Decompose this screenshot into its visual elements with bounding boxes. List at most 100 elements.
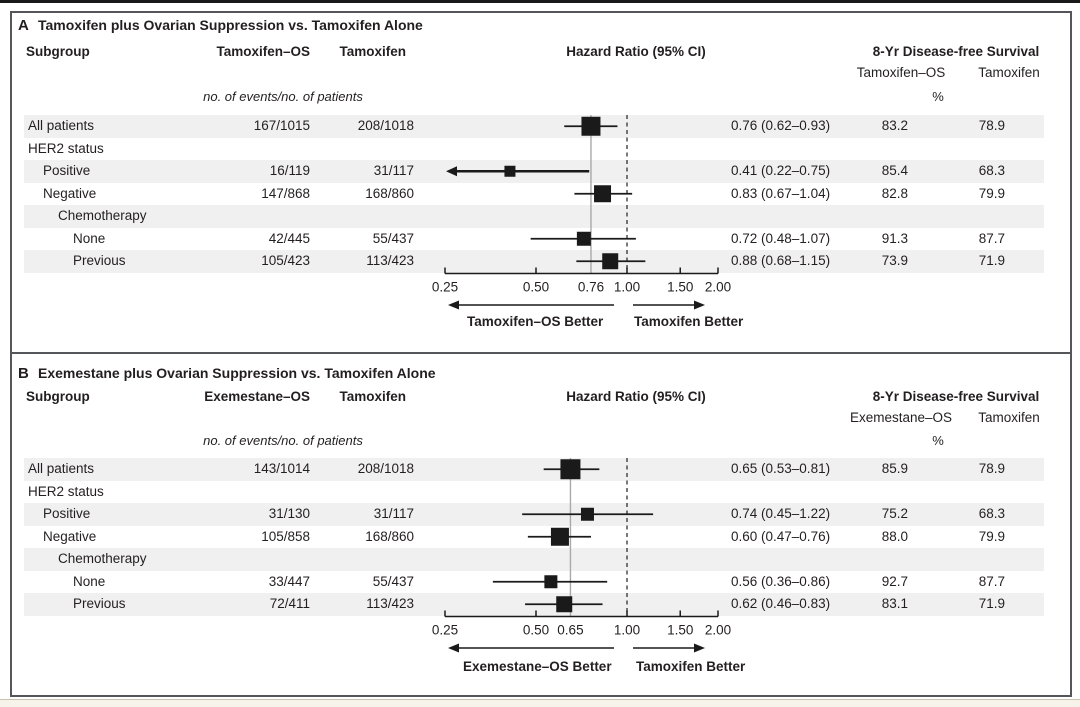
events-control: 31/117 [373,506,414,521]
tick-label: 0.25 [432,623,458,638]
hr-ci-text: 0.88 (0.68–1.15) [731,253,831,268]
hr-ci-text: 0.74 (0.45–1.22) [731,506,831,521]
subgroup-label: None [73,573,106,589]
panel-b-title-row: B Exemestane plus Ovarian Suppression vs… [0,365,1080,383]
col-header-subgroup: Subgroup [26,44,90,59]
survival-control: 71.9 [978,596,1005,611]
subgroup-label: HER2 status [28,140,104,156]
right-arrowhead [694,300,705,310]
panel-letter: B [18,365,29,382]
right-arrowhead [694,643,705,653]
hr-marker [594,185,612,203]
events-treatment: 33/447 [268,573,310,589]
panel-title: Tamoxifen plus Ovarian Suppression vs. T… [38,17,423,33]
forest-row: Negative 105/858 168/860 0.60 (0.47–0.76) 88… [24,526,1044,549]
left-arrowhead [448,643,459,653]
ci-arrowhead [446,166,457,177]
subgroup-label: Chemotherapy [58,208,147,223]
hr-ci-text: 0.60 (0.47–0.76) [731,528,831,544]
panel-a-title-row: A Tamoxifen plus Ovarian Suppression vs.… [0,17,1080,35]
hr-marker [556,596,573,613]
events-treatment: 31/130 [268,506,310,521]
survival-control: 68.3 [978,163,1005,178]
subgroup-label: Positive [43,506,91,521]
forest-row: Negative 147/868 168/860 0.83 (0.67–1.04) 82… [24,183,1044,206]
subheader-survival-control: Tamoxifen [978,410,1040,425]
hr-ci-text: 0.62 (0.46–0.83) [731,596,831,611]
percent-label: % [932,89,944,104]
subgroup-label: Previous [73,596,126,611]
hr-ci-text: 0.56 (0.36–0.86) [731,573,831,589]
tick-label: 0.50 [523,280,549,295]
tick-label: 0.65 [557,623,583,638]
subgroup-label: Negative [43,185,97,201]
direction-label-right: Tamoxifen Better [634,314,744,329]
forest-row: HER2 status [24,138,1044,161]
hr-marker [504,165,516,177]
panel-a: A Tamoxifen plus Ovarian Suppression vs.… [0,11,1080,352]
direction-label-left: Exemestane–OS Better [463,659,612,674]
panel-title: Exemestane plus Ovarian Suppression vs. … [38,365,436,381]
forest-row: Chemotherapy [24,205,1044,228]
survival-treatment: 91.3 [881,230,908,246]
survival-control: 68.3 [978,506,1005,521]
events-treatment: 143/1014 [253,461,310,476]
subgroup-label: All patients [28,461,95,476]
col-header-subgroup: Subgroup [26,389,90,404]
subheader-survival-control: Tamoxifen [978,65,1040,80]
caption-strip [0,699,1080,707]
tick-label: 1.50 [667,280,693,295]
hr-marker [560,459,581,480]
hr-marker [602,253,619,270]
forest-row: HER2 status [24,481,1044,504]
col-header-survival: 8-Yr Disease-free Survival [872,389,1040,404]
events-treatment: 16/119 [269,163,310,178]
survival-treatment: 73.9 [881,253,908,268]
col-header-survival: 8-Yr Disease-free Survival [872,44,1040,59]
col-header-treatment: Exemestane–OS [204,389,310,404]
survival-treatment: 82.8 [881,185,908,201]
col-header-hazard-ratio: Hazard Ratio (95% CI) [566,389,706,404]
forest-plot: 0.25 0.50 0.65 1.00 1.50 2.00 [432,458,731,653]
subgroup-label: All patients [28,118,95,133]
events-control: 208/1018 [357,118,414,133]
events-treatment: 42/445 [268,230,310,246]
forest-row: Previous 105/423 113/423 0.88 (0.68–1.15) 73… [24,250,1044,273]
forest-plot: 0.25 0.50 0.76 1.00 1.50 2.00 [432,115,731,310]
left-arrowhead [448,300,459,310]
events-treatment: 105/423 [261,253,310,268]
survival-treatment: 75.2 [881,506,908,521]
hr-marker [581,116,601,136]
panel-divider [10,352,1072,354]
hr-marker [550,527,569,546]
tick-label: 2.00 [705,280,731,295]
events-control: 208/1018 [357,461,414,476]
tick-label: 1.00 [614,623,640,638]
hr-ci-text: 0.76 (0.62–0.93) [731,118,831,133]
survival-control: 71.9 [978,253,1005,268]
forest-row: None 33/447 55/437 0.56 (0.36–0.86) 92.7 87.7 [24,571,1044,594]
col-header-treatment: Tamoxifen–OS [216,44,310,59]
subheader-survival-treatment: Exemestane–OS [849,410,953,425]
events-treatment: 147/868 [261,185,310,201]
hr-marker [576,231,591,246]
survival-control: 87.7 [978,230,1005,246]
survival-treatment: 83.1 [881,596,908,611]
subgroup-label: Chemotherapy [58,551,147,566]
tick-label: 0.50 [523,623,549,638]
survival-treatment: 92.7 [881,573,908,589]
events-note: no. of events/no. of patients [203,433,363,448]
subgroup-label: Positive [43,163,91,178]
panel-letter: A [18,17,29,34]
hr-ci-text: 0.65 (0.53–0.81) [731,461,831,476]
forest-row: All patients 143/1014 208/1018 0.65 (0.53–0… [24,458,1044,481]
events-control: 55/437 [372,573,414,589]
col-header-control: Tamoxifen [339,389,406,404]
subgroup-label: None [73,230,106,246]
forest-row: None 42/445 55/437 0.72 (0.48–1.07) 91.3 87.7 [24,228,1044,251]
survival-control: 78.9 [978,118,1005,133]
forest-row: All patients 167/1015 208/1018 0.76 (0.62–0… [24,115,1044,138]
direction-label-left: Tamoxifen–OS Better [467,314,604,329]
events-treatment: 167/1015 [253,118,310,133]
